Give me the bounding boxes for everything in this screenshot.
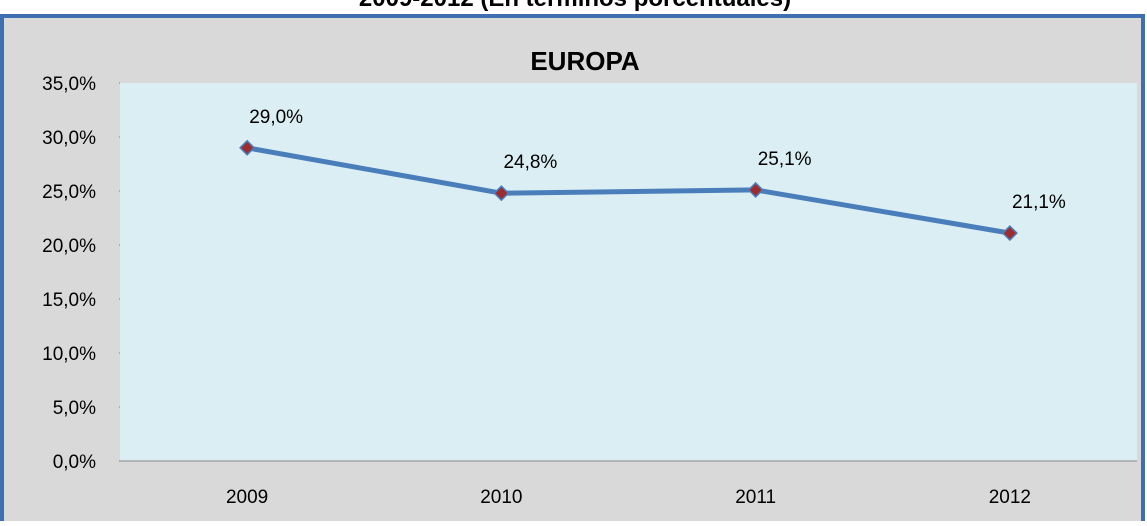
marker — [747, 181, 764, 198]
x-tick-label: 2010 — [480, 487, 522, 508]
data-label: 21,1% — [1012, 192, 1066, 213]
y-tick-label: 25,0% — [42, 182, 96, 203]
y-tick-label: 30,0% — [42, 128, 96, 149]
marker — [1001, 225, 1018, 242]
marker — [239, 139, 256, 156]
x-tick-label: 2012 — [989, 487, 1031, 508]
chart-title: EUROPA — [530, 46, 640, 76]
y-tick-label: 5,0% — [53, 398, 96, 419]
x-tick-label: 2011 — [735, 487, 776, 508]
data-label: 25,1% — [758, 149, 812, 170]
y-tick-label: 15,0% — [42, 290, 96, 311]
line — [246, 145, 1011, 236]
marker — [493, 185, 510, 202]
data-label: 29,0% — [249, 107, 303, 128]
x-tick-label: 2009 — [226, 487, 268, 508]
y-tick-label: 35,0% — [42, 74, 96, 95]
plot-area — [120, 83, 1137, 461]
page-title: 2009-2012 (En términos porcentuales) — [359, 0, 791, 12]
y-tick-label: 0,0% — [53, 452, 96, 473]
data-label: 24,8% — [503, 152, 557, 173]
y-tick-label: 20,0% — [42, 236, 96, 257]
y-tick-label: 10,0% — [42, 344, 96, 365]
